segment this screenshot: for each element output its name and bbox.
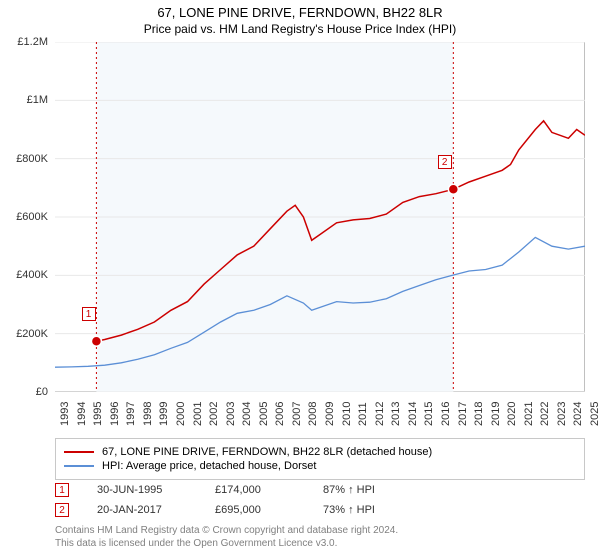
- x-tick-label: 2008: [307, 402, 319, 426]
- x-tick-label: 2019: [490, 402, 502, 426]
- sale-date: 30-JUN-1995: [97, 484, 187, 496]
- x-tick-label: 2011: [357, 402, 369, 426]
- x-tick-label: 2012: [374, 402, 386, 426]
- plot-svg: [55, 42, 585, 392]
- legend-label: 67, LONE PINE DRIVE, FERNDOWN, BH22 8LR …: [102, 446, 432, 458]
- legend-swatch: [64, 451, 94, 453]
- sale-table: 1 30-JUN-1995 £174,000 87% ↑ HPI 2 20-JAN-201…: [55, 480, 585, 520]
- x-tick-label: 2010: [341, 402, 353, 426]
- y-tick-label: £1.2M: [17, 36, 48, 48]
- sale-marker-1: 1: [55, 483, 69, 497]
- y-tick-label: £1M: [27, 94, 48, 106]
- y-tick-label: £400K: [16, 269, 48, 281]
- attribution: Contains HM Land Registry data © Crown c…: [55, 524, 585, 550]
- x-tick-label: 2003: [225, 402, 237, 426]
- attribution-line2: This data is licensed under the Open Gov…: [55, 537, 585, 550]
- x-tick-label: 2017: [457, 402, 469, 426]
- x-tick-label: 1996: [109, 402, 121, 426]
- chart-title: 67, LONE PINE DRIVE, FERNDOWN, BH22 8LR: [0, 5, 600, 20]
- x-tick-label: 2009: [324, 402, 336, 426]
- legend-swatch: [64, 465, 94, 467]
- y-tick-label: £0: [36, 386, 48, 398]
- sale-date: 20-JAN-2017: [97, 504, 187, 516]
- x-tick-label: 2004: [241, 402, 253, 426]
- chart-container: 67, LONE PINE DRIVE, FERNDOWN, BH22 8LR …: [0, 0, 600, 560]
- x-tick-label: 2025: [589, 402, 600, 426]
- chart-subtitle: Price paid vs. HM Land Registry's House …: [0, 22, 600, 36]
- x-tick-label: 2006: [274, 402, 286, 426]
- x-tick-label: 1994: [76, 402, 88, 426]
- x-tick-label: 1995: [92, 402, 104, 426]
- sale-price: £174,000: [215, 484, 295, 496]
- x-tick-label: 2020: [506, 402, 518, 426]
- x-tick-label: 2021: [523, 402, 535, 426]
- attribution-line1: Contains HM Land Registry data © Crown c…: [55, 524, 585, 537]
- x-tick-label: 1997: [125, 402, 137, 426]
- plot-area: [55, 42, 585, 392]
- x-tick-label: 1993: [59, 402, 71, 426]
- legend-item: 67, LONE PINE DRIVE, FERNDOWN, BH22 8LR …: [64, 446, 576, 458]
- marker-label-1: 1: [82, 307, 96, 321]
- x-tick-label: 2024: [572, 402, 584, 426]
- legend: 67, LONE PINE DRIVE, FERNDOWN, BH22 8LR …: [55, 438, 585, 480]
- x-tick-label: 2016: [440, 402, 452, 426]
- x-axis: 1993 1994 1995 1996 1997 1998 1999 2000 2001 2002…: [55, 394, 585, 444]
- x-tick-label: 2005: [258, 402, 270, 426]
- x-tick-label: 2002: [208, 402, 220, 426]
- sale-pct: 73% ↑ HPI: [323, 504, 413, 516]
- x-tick-label: 2000: [175, 402, 187, 426]
- x-tick-label: 1999: [158, 402, 170, 426]
- sale-price: £695,000: [215, 504, 295, 516]
- legend-label: HPI: Average price, detached house, Dors…: [102, 460, 316, 472]
- y-tick-label: £200K: [16, 328, 48, 340]
- legend-item: HPI: Average price, detached house, Dors…: [64, 460, 576, 472]
- x-tick-label: 2023: [556, 402, 568, 426]
- sale-marker-2: 2: [55, 503, 69, 517]
- y-tick-label: £600K: [16, 211, 48, 223]
- sale-row: 2 20-JAN-2017 £695,000 73% ↑ HPI: [55, 500, 585, 520]
- x-tick-label: 2001: [192, 402, 204, 426]
- x-tick-label: 2015: [423, 402, 435, 426]
- x-tick-label: 1998: [142, 402, 154, 426]
- sale-pct: 87% ↑ HPI: [323, 484, 413, 496]
- x-tick-label: 2014: [407, 402, 419, 426]
- x-tick-label: 2007: [291, 402, 303, 426]
- x-tick-label: 2022: [539, 402, 551, 426]
- x-tick-label: 2018: [473, 402, 485, 426]
- sale-row: 1 30-JUN-1995 £174,000 87% ↑ HPI: [55, 480, 585, 500]
- x-tick-label: 2013: [390, 402, 402, 426]
- marker-label-2: 2: [438, 155, 452, 169]
- y-tick-label: £800K: [16, 153, 48, 165]
